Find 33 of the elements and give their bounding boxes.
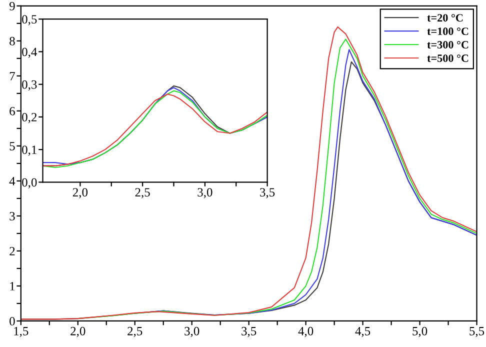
x-tick-label: 2,0 (72, 188, 88, 198)
y-tick-label: 6 (10, 106, 15, 116)
y-tick-label: 0 (10, 317, 15, 326)
x-tick-label: 2,5 (135, 188, 150, 198)
y-tick-label: 0,5 (22, 15, 37, 26)
legend-label: t=100 °C (427, 28, 468, 36)
y-tick-label: 0,3 (22, 80, 37, 91)
x-tick-label: 3,5 (260, 188, 275, 198)
y-tick-label: 2 (10, 247, 15, 256)
y-tick-label: 8 (10, 36, 15, 46)
x-tick-label: 4,5 (355, 326, 370, 338)
y-tick-label: 0,0 (22, 178, 37, 188)
x-tick-label: 3,0 (184, 326, 200, 338)
x-tick-label: 5,0 (412, 326, 428, 338)
legend-label: t=500 °C (427, 54, 468, 62)
y-tick-label: 0,4 (22, 48, 38, 58)
x-tick-label: 3,5 (242, 326, 256, 338)
x-tick-label: 1,5 (14, 326, 28, 338)
y-tick-label: 5 (10, 142, 15, 150)
x-tick-label: 2,5 (128, 326, 142, 338)
x-tick-label: 4,0 (298, 326, 314, 338)
y-tick-label: 7 (10, 72, 15, 80)
y-tick-label: 4 (9, 177, 16, 186)
x-tick-label: 2,0 (70, 326, 86, 338)
y-tick-label: 3 (10, 212, 15, 220)
y-tick-label: 1 (10, 282, 15, 290)
y-tick-label: 0,2 (22, 112, 37, 124)
x-tick-label: 5,5 (470, 327, 484, 338)
x-tick-label: 3,0 (198, 188, 212, 198)
y-tick-label: 0,1 (22, 146, 36, 156)
y-tick-label: 9 (9, 2, 15, 10)
legend-label: t=300 °C (427, 41, 468, 49)
legend-label: t=20 °C (427, 14, 463, 22)
